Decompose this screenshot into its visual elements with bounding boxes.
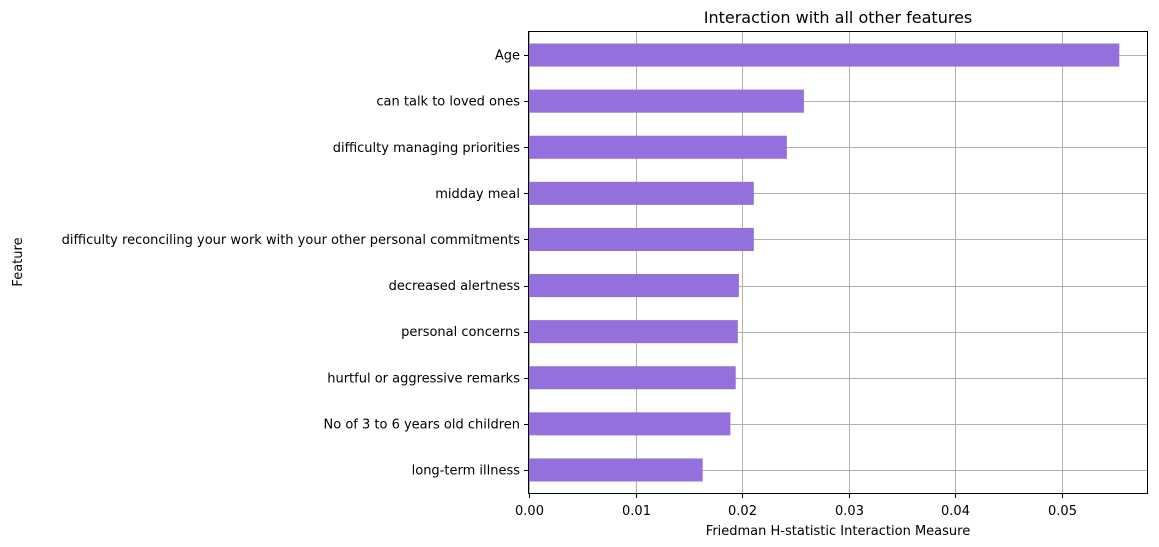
x-tick-label: 0.04 <box>941 504 970 519</box>
bar <box>529 412 731 436</box>
bar <box>529 366 736 390</box>
y-axis-label: Feature <box>11 237 26 286</box>
y-tick-label: difficulty managing priorities <box>333 141 521 156</box>
x-axis-ticks: 0.00 0.01 0.02 0.03 0.04 0.05 <box>515 493 1077 519</box>
y-tick-label: can talk to loved ones <box>376 95 520 110</box>
y-axis-ticks: Age can talk to loved ones difficulty mana… <box>62 49 529 478</box>
bar <box>529 135 787 159</box>
x-axis-label: Friedman H-statistic Interaction Measure <box>706 524 970 539</box>
y-tick-label: decreased alertness <box>389 279 521 294</box>
x-tick-label: 0.02 <box>728 504 757 519</box>
bar <box>529 181 754 205</box>
bar <box>529 89 804 113</box>
plot-frame <box>528 31 1148 494</box>
y-tick-label: personal concerns <box>401 325 520 340</box>
chart-title: Interaction with all other features <box>704 8 973 27</box>
x-tick-label: 0.05 <box>1048 504 1077 519</box>
bar <box>529 274 739 298</box>
bar <box>529 320 738 344</box>
y-tick-label: long-term illness <box>412 463 521 478</box>
y-tick-label: midday meal <box>435 187 520 202</box>
bar <box>529 458 703 482</box>
x-tick-label: 0.03 <box>835 504 864 519</box>
y-tick-label: difficulty reconciling your work with yo… <box>62 233 521 248</box>
bar <box>529 43 1120 67</box>
y-tick-label: hurtful or aggressive remarks <box>327 371 520 386</box>
bars <box>529 43 1120 482</box>
y-tick-label: No of 3 to 6 years old children <box>324 417 520 432</box>
x-tick-label: 0.00 <box>515 504 544 519</box>
bar <box>529 227 754 251</box>
x-tick-label: 0.01 <box>622 504 651 519</box>
y-tick-label: Age <box>495 49 520 64</box>
